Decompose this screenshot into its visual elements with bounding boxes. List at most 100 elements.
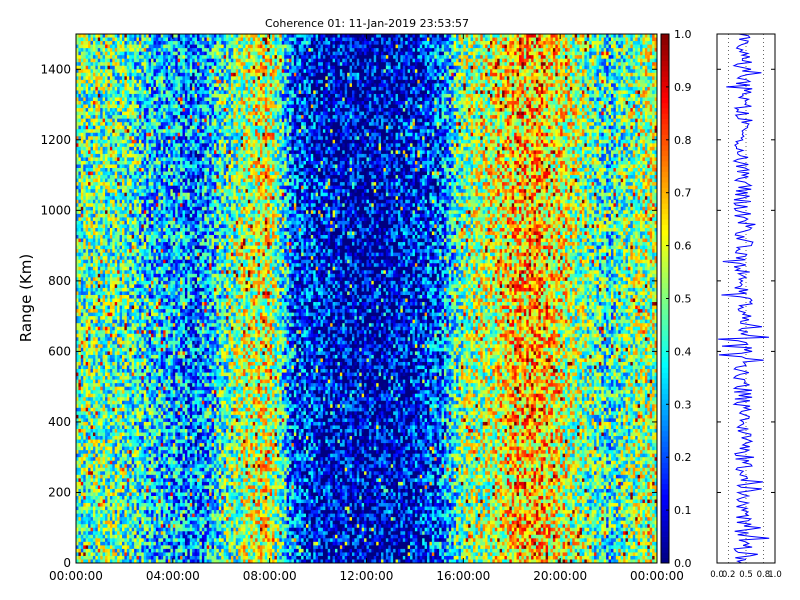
heatmap-cell	[105, 344, 108, 348]
heatmap-cell	[86, 288, 89, 292]
heatmap-cell	[110, 136, 113, 140]
heatmap-cell	[81, 415, 84, 419]
heatmap-cell	[107, 256, 110, 260]
heatmap-cell	[98, 366, 101, 370]
heatmap-cell	[88, 447, 91, 451]
heatmap-cell	[91, 112, 94, 116]
heatmap-cell	[107, 172, 110, 176]
heatmap-cell	[107, 461, 110, 465]
heatmap-cell	[78, 457, 81, 461]
heatmap-cell	[81, 210, 84, 214]
heatmap-cell	[93, 157, 96, 161]
heatmap-cell	[93, 485, 96, 489]
heatmap-cell	[100, 62, 103, 66]
heatmap-cell	[100, 105, 103, 109]
heatmap-cell	[78, 387, 81, 391]
heatmap-cell	[100, 136, 103, 140]
heatmap-cell	[81, 436, 84, 440]
heatmap-cell	[105, 468, 108, 472]
heatmap-cell	[105, 436, 108, 440]
heatmap-cell	[83, 387, 86, 391]
heatmap-cell	[91, 295, 94, 299]
heatmap-cell	[98, 341, 101, 345]
heatmap-cell	[81, 556, 84, 560]
heatmap-cell	[78, 263, 81, 267]
heatmap-cell	[86, 270, 89, 274]
heatmap-cell	[93, 418, 96, 422]
heatmap-cell	[98, 521, 101, 525]
heatmap-cell	[95, 239, 98, 243]
heatmap-cell	[95, 309, 98, 313]
heatmap-cell	[83, 246, 86, 250]
heatmap-cell	[91, 73, 94, 77]
heatmap-cell	[105, 207, 108, 211]
heatmap-cell	[81, 133, 84, 137]
heatmap-cell	[86, 503, 89, 507]
heatmap-cell	[83, 291, 86, 295]
heatmap-cell	[95, 517, 98, 521]
heatmap-cell	[107, 157, 110, 161]
heatmap-cell	[107, 291, 110, 295]
heatmap-cell	[86, 239, 89, 243]
heatmap-cell	[95, 450, 98, 454]
heatmap-cell	[100, 34, 103, 38]
heatmap-cell	[91, 267, 94, 271]
heatmap-cell	[93, 249, 96, 253]
heatmap-cell	[81, 34, 84, 38]
heatmap-cell	[86, 140, 89, 144]
heatmap-cell	[78, 274, 81, 278]
heatmap-cell	[100, 108, 103, 112]
heatmap-cell	[103, 366, 106, 370]
heatmap-cell	[86, 552, 89, 556]
heatmap-cell	[110, 323, 113, 327]
heatmap-cell	[110, 376, 113, 380]
heatmap-cell	[81, 246, 84, 250]
heatmap-cell	[95, 496, 98, 500]
heatmap-cell	[103, 323, 106, 327]
heatmap-cell	[78, 253, 81, 257]
heatmap-cell	[98, 129, 101, 133]
heatmap-cell	[95, 383, 98, 387]
heatmap-cell	[78, 521, 81, 525]
heatmap-cell	[78, 450, 81, 454]
heatmap-cell	[78, 549, 81, 553]
heatmap-cell	[95, 320, 98, 324]
heatmap-cell	[88, 80, 91, 84]
heatmap-cell	[107, 94, 110, 98]
heatmap-cell	[95, 189, 98, 193]
heatmap-cell	[81, 362, 84, 366]
heatmap-cell	[88, 150, 91, 154]
heatmap-cell	[110, 281, 113, 285]
heatmap-cell	[93, 55, 96, 59]
heatmap-cell	[110, 193, 113, 197]
heatmap-cell	[91, 274, 94, 278]
heatmap-cell	[81, 475, 84, 479]
heatmap-cell	[83, 182, 86, 186]
heatmap-cell	[95, 507, 98, 511]
heatmap-cell	[98, 394, 101, 398]
heatmap-cell	[110, 411, 113, 415]
heatmap-cell	[105, 69, 108, 73]
heatmap-cell	[100, 133, 103, 137]
heatmap-cell	[81, 373, 84, 377]
heatmap-cell	[91, 542, 94, 546]
heatmap-cell	[78, 48, 81, 52]
heatmap-cell	[86, 136, 89, 140]
heatmap-cell	[98, 267, 101, 271]
heatmap-cell	[98, 101, 101, 105]
heatmap-cell	[103, 256, 106, 260]
heatmap-cell	[100, 390, 103, 394]
heatmap-cell	[93, 401, 96, 405]
heatmap-cell	[88, 436, 91, 440]
heatmap-cell	[110, 507, 113, 511]
heatmap-cell	[81, 164, 84, 168]
heatmap-cell	[100, 221, 103, 225]
heatmap-cell	[107, 397, 110, 401]
heatmap-cell	[103, 341, 106, 345]
heatmap-cell	[107, 210, 110, 214]
heatmap-cell	[78, 164, 81, 168]
heatmap-cell	[105, 471, 108, 475]
heatmap-cell	[95, 277, 98, 281]
heatmap-cell	[95, 482, 98, 486]
heatmap-cell	[103, 362, 106, 366]
